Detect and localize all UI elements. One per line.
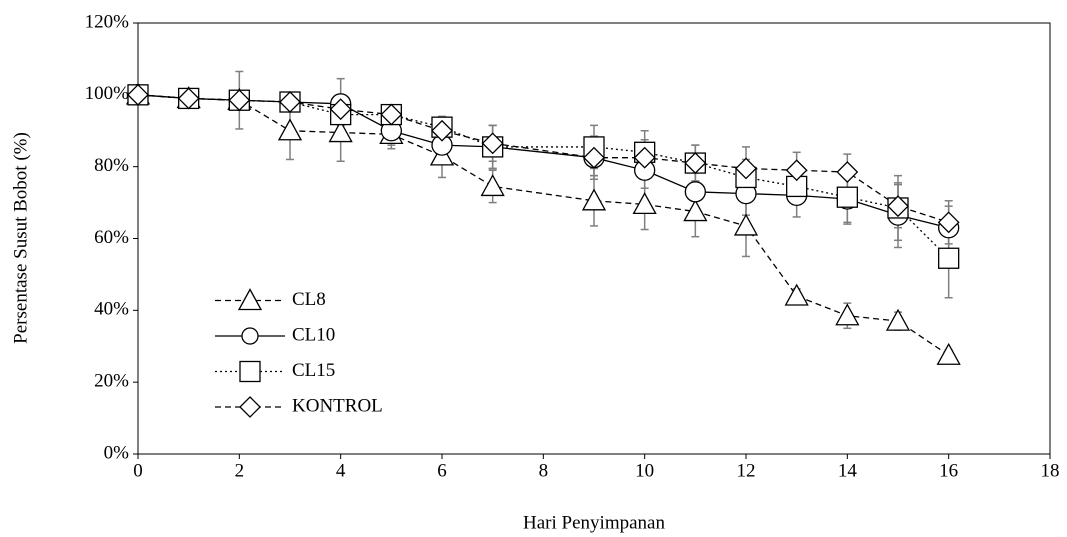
- y-axis-label: Persentase Susut Bobot (%): [10, 132, 31, 344]
- marker: [836, 161, 859, 183]
- legend-item: CL10: [215, 324, 335, 345]
- marker: [887, 195, 909, 218]
- x-tick-label: 2: [235, 460, 245, 481]
- series-line: [137, 94, 950, 259]
- marker: [583, 146, 605, 169]
- legend-label: CL8: [292, 289, 326, 310]
- legend-label: CL15: [292, 360, 335, 381]
- y-tick-label: 120%: [85, 11, 130, 32]
- y-tick-label: 100%: [85, 83, 130, 104]
- marker: [836, 186, 858, 208]
- marker: [785, 159, 808, 182]
- x-tick-label: 12: [737, 460, 756, 481]
- y-tick-label: 20%: [94, 371, 129, 392]
- series-line: [137, 94, 949, 223]
- marker: [684, 152, 707, 174]
- marker: [885, 308, 911, 331]
- marker: [581, 188, 607, 211]
- marker: [937, 211, 960, 234]
- legend-marker: [239, 396, 261, 418]
- y-tick-label: 60%: [94, 227, 129, 248]
- marker: [684, 181, 706, 203]
- x-tick-label: 6: [437, 460, 447, 481]
- marker: [683, 199, 708, 222]
- marker: [835, 303, 860, 326]
- y-tick-label: 40%: [94, 299, 129, 320]
- marker: [632, 192, 657, 215]
- legend-marker: [241, 327, 259, 345]
- x-tick-label: 16: [939, 460, 958, 481]
- x-tick-label: 14: [838, 460, 858, 481]
- legend-marker: [239, 360, 261, 383]
- marker: [228, 89, 251, 112]
- marker: [431, 119, 453, 142]
- x-tick-label: 10: [635, 460, 654, 481]
- marker: [481, 132, 504, 155]
- marker: [127, 83, 149, 106]
- marker: [936, 342, 961, 365]
- legend-item: KONTROL: [215, 395, 383, 418]
- x-tick-label: 0: [133, 460, 143, 481]
- marker: [177, 87, 200, 110]
- y-tick-label: 80%: [94, 155, 129, 176]
- marker: [279, 91, 301, 113]
- marker: [328, 120, 353, 143]
- y-tick-label: 0%: [104, 442, 130, 463]
- marker: [633, 146, 656, 169]
- marker: [380, 103, 403, 126]
- legend-label: CL10: [292, 324, 335, 345]
- series-line: [137, 94, 950, 356]
- series-line: [137, 94, 949, 229]
- x-tick-label: 18: [1041, 460, 1060, 481]
- plot-frame: [137, 22, 1051, 455]
- marker: [733, 213, 759, 236]
- legend-marker: [237, 288, 263, 311]
- marker: [784, 283, 809, 306]
- x-tick-label: 4: [336, 460, 346, 481]
- x-axis-label: Hari Penyimpanan: [523, 512, 665, 533]
- legend-item: CL15: [215, 360, 335, 383]
- x-tick-label: 8: [539, 460, 549, 481]
- marker: [480, 174, 505, 197]
- legend-label: KONTROL: [292, 395, 383, 416]
- marker: [735, 157, 757, 180]
- legend-item: CL8: [215, 288, 326, 311]
- marker: [329, 98, 352, 121]
- marker: [277, 118, 303, 141]
- marker: [938, 247, 960, 269]
